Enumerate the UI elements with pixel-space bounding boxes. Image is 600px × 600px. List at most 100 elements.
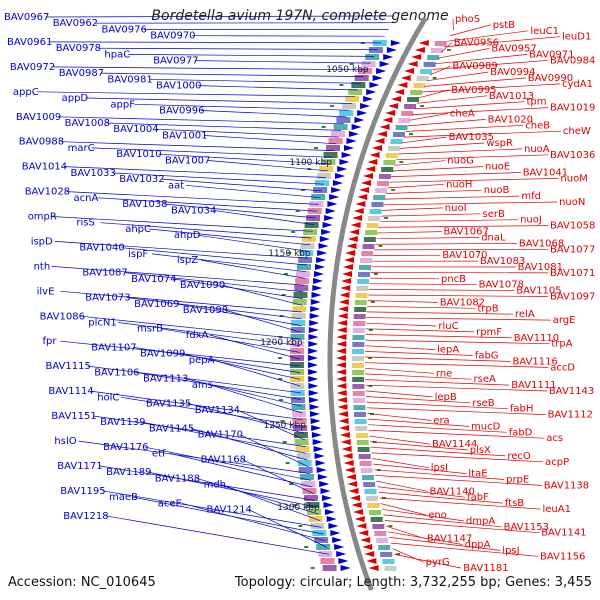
right-leader-line xyxy=(412,107,549,115)
feature-block xyxy=(363,482,376,487)
feature-block xyxy=(352,377,365,382)
right-leader-line xyxy=(447,30,529,42)
right-gene-label: BAV1041 xyxy=(523,168,568,179)
feature-block xyxy=(384,566,397,571)
right-strand-arrow xyxy=(407,61,418,67)
feature-block xyxy=(331,131,345,137)
right-gene-label: nuoE xyxy=(485,162,510,173)
left-leader-line xyxy=(97,197,318,212)
left-leader-line xyxy=(121,396,304,427)
feature-block xyxy=(388,146,400,151)
left-strand-arrow xyxy=(351,124,362,130)
left-gene-label: BAV1073 xyxy=(85,293,130,304)
left-strand-arrow xyxy=(322,495,332,501)
left-strand-arrow xyxy=(319,481,330,487)
right-strand-arrow xyxy=(340,285,351,291)
feature-block xyxy=(434,41,447,46)
right-gene-label: BAV1097 xyxy=(550,292,595,303)
left-strand-arrow xyxy=(344,145,354,151)
right-leader-line xyxy=(365,322,437,327)
left-strand-arrow xyxy=(332,537,343,543)
feature-block xyxy=(354,419,367,424)
right-strand-arrow xyxy=(336,348,347,354)
left-gene-label: BAV1113 xyxy=(143,374,188,385)
left-leader-line xyxy=(196,478,319,515)
feature-block xyxy=(416,76,429,81)
tick-mark xyxy=(396,553,401,555)
right-gene-label: rseB xyxy=(472,398,494,409)
right-gene-label: wspR xyxy=(486,138,513,149)
right-strand-arrow xyxy=(352,215,363,221)
right-leader-line xyxy=(375,243,517,245)
left-strand-arrow xyxy=(372,75,383,81)
right-gene-label: lpsI xyxy=(431,463,448,474)
right-strand-arrow xyxy=(336,376,347,382)
left-strand-arrow xyxy=(349,131,359,137)
left-gene-label: risS xyxy=(76,218,94,229)
tick-mark xyxy=(281,294,286,296)
right-gene-label: trpA xyxy=(551,339,572,350)
right-strand-arrow xyxy=(337,404,348,410)
right-gene-label: pncB xyxy=(441,274,466,285)
right-gene-label: acs xyxy=(546,433,563,444)
feature-block xyxy=(357,279,370,284)
right-strand-arrow xyxy=(342,271,352,277)
right-gene-label: BAV1013 xyxy=(489,91,534,102)
right-leader-line xyxy=(435,54,528,65)
right-leader-line xyxy=(371,452,544,463)
left-strand-arrow xyxy=(333,180,343,186)
right-strand-arrow xyxy=(336,327,347,333)
feature-block xyxy=(297,460,312,466)
right-strand-arrow xyxy=(343,264,353,270)
left-leader-line xyxy=(106,122,342,131)
left-leader-line xyxy=(124,272,304,293)
right-leader-line xyxy=(390,542,539,557)
left-strand-arrow xyxy=(326,516,337,522)
left-leader-line xyxy=(60,290,302,313)
right-gene-label: BAV0984 xyxy=(550,55,595,66)
right-gene-label: BAV1105 xyxy=(516,286,561,297)
left-leader-line xyxy=(206,160,328,172)
right-gene-label: nuoM xyxy=(560,173,587,184)
left-leader-line xyxy=(66,191,319,205)
right-leader-line xyxy=(405,124,524,132)
left-strand-arrow xyxy=(312,439,323,445)
right-leader-line xyxy=(373,463,467,474)
left-gene-label: BAV1033 xyxy=(71,168,116,179)
feature-block xyxy=(360,468,373,473)
right-strand-arrow xyxy=(342,453,353,459)
feature-block xyxy=(375,188,388,193)
tick-mark xyxy=(287,252,292,254)
right-strand-arrow xyxy=(336,390,347,396)
left-gene-label: BAV1176 xyxy=(103,442,148,453)
tick-mark xyxy=(279,399,283,401)
left-strand-arrow xyxy=(315,460,326,466)
left-gene-label: BAV1087 xyxy=(82,268,127,279)
feature-block xyxy=(304,495,318,501)
right-leader-line xyxy=(377,231,442,234)
left-gene-label: aceE xyxy=(158,498,182,509)
right-leader-line xyxy=(382,508,464,522)
scale-label: 1150 kbp xyxy=(268,249,311,259)
left-gene-label: ispF xyxy=(128,249,148,260)
feature-block xyxy=(293,292,308,298)
feature-block xyxy=(290,327,305,333)
left-leader-line xyxy=(128,54,375,57)
left-leader-line xyxy=(51,266,305,286)
feature-block xyxy=(345,96,360,102)
left-gene-label: plcN1 xyxy=(88,318,116,329)
left-leader-line xyxy=(134,103,350,111)
left-strand-arrow xyxy=(309,313,320,319)
left-strand-arrow xyxy=(310,299,321,305)
right-leader-line xyxy=(369,283,477,286)
feature-block xyxy=(304,222,319,228)
feature-block xyxy=(305,502,320,508)
feature-block xyxy=(361,61,376,67)
right-leader-line xyxy=(386,189,482,194)
right-strand-arrow xyxy=(363,173,373,179)
feature-block xyxy=(404,104,417,109)
feature-block xyxy=(360,258,373,263)
right-leader-line xyxy=(419,89,450,99)
feature-block xyxy=(401,111,414,116)
feature-block xyxy=(295,446,310,452)
